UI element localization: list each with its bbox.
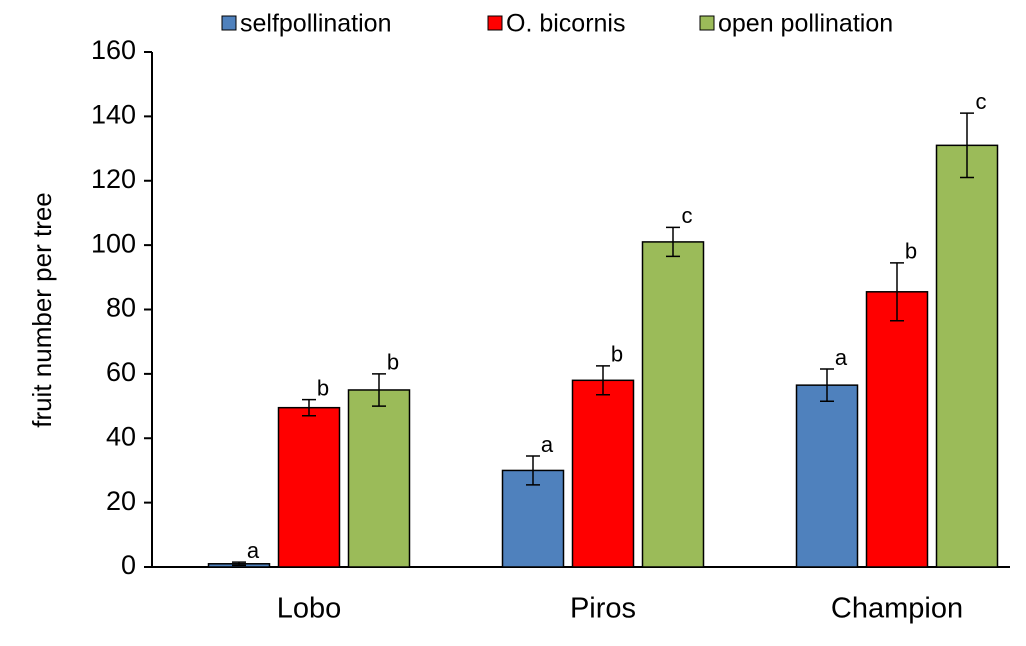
legend-label: selfpollination: [240, 10, 392, 38]
significance-letter: c: [682, 203, 693, 228]
y-axis-title: fruit number per tree: [27, 192, 57, 428]
error-bar: [596, 365, 610, 396]
error-bar: [302, 398, 316, 417]
significance-letter: b: [611, 342, 623, 367]
error-bar: [890, 262, 904, 322]
legend-label: O. bicornis: [506, 10, 625, 38]
legend-swatch: [699, 15, 715, 31]
y-tick-label: 140: [91, 100, 136, 130]
x-tick-label: Piros: [570, 593, 636, 625]
bar: [501, 469, 565, 568]
bar: [935, 144, 999, 568]
error-bar: [666, 226, 680, 258]
significance-letter: a: [247, 538, 260, 563]
error-bar: [232, 561, 246, 567]
bar: [277, 406, 341, 568]
bar: [865, 291, 929, 568]
error-bar: [372, 373, 386, 407]
legend-label: open pollination: [718, 10, 893, 38]
bar: [347, 389, 411, 568]
y-tick-label: 80: [106, 293, 136, 323]
y-tick-label: 100: [91, 228, 136, 258]
significance-letter: c: [976, 89, 987, 114]
bar: [641, 241, 705, 568]
legend-swatch: [487, 15, 503, 31]
y-tick-label: 160: [91, 35, 136, 65]
significance-letter: b: [317, 375, 329, 400]
error-bar: [820, 368, 834, 402]
y-tick-label: 40: [106, 421, 136, 451]
y-tick-label: 60: [106, 357, 136, 387]
bar: [571, 379, 635, 568]
error-bar: [960, 112, 974, 179]
x-tick-label: Champion: [831, 593, 963, 625]
significance-letter: a: [541, 432, 554, 457]
bar: [795, 384, 859, 568]
significance-letter: a: [835, 345, 848, 370]
error-bar: [526, 455, 540, 486]
significance-letter: b: [905, 239, 917, 264]
y-tick-label: 20: [106, 486, 136, 516]
significance-letter: b: [387, 350, 399, 375]
y-tick-label: 120: [91, 164, 136, 194]
legend-swatch: [221, 15, 237, 31]
x-tick-label: Lobo: [277, 593, 342, 625]
y-tick-label: 0: [121, 550, 136, 580]
